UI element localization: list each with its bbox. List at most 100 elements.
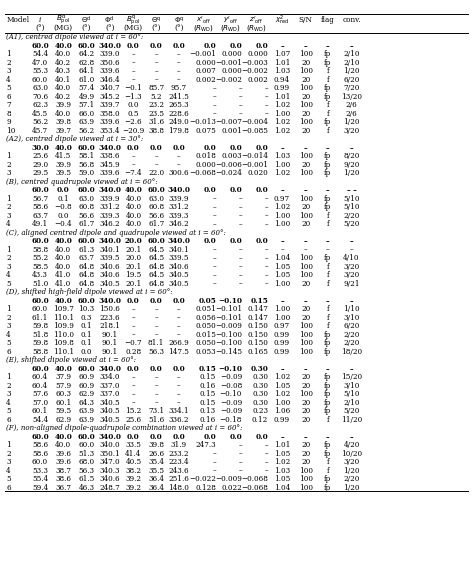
Text: 0.051: 0.051	[195, 305, 216, 313]
Text: 0.050: 0.050	[195, 322, 216, 330]
Text: 41.0: 41.0	[55, 271, 72, 279]
Text: –: –	[177, 76, 181, 84]
Text: f: f	[326, 322, 329, 330]
Text: −0.006: −0.006	[215, 161, 242, 169]
Text: 1.00: 1.00	[274, 280, 290, 288]
Text: 20: 20	[301, 381, 310, 390]
Text: –: –	[132, 59, 135, 67]
Text: 22.0: 22.0	[148, 169, 164, 177]
Text: 0.97: 0.97	[274, 195, 290, 203]
Text: –: –	[304, 432, 308, 441]
Text: 0.15: 0.15	[200, 373, 216, 381]
Text: 5/10: 5/10	[343, 203, 360, 211]
Text: 1.00: 1.00	[274, 398, 290, 407]
Text: 5: 5	[6, 475, 11, 483]
Text: −0.002: −0.002	[215, 76, 242, 84]
Text: 0.15: 0.15	[200, 398, 216, 407]
Text: 1/20: 1/20	[343, 466, 360, 475]
Text: −0.013: −0.013	[189, 118, 216, 126]
Text: –: –	[304, 186, 308, 194]
Text: (A1), centred dipole viewed at i = 60°:: (A1), centred dipole viewed at i = 60°:	[6, 33, 143, 41]
Text: (D), shifted high-field dipole viewed at i = 60°:: (D), shifted high-field dipole viewed at…	[6, 288, 173, 296]
Text: –: –	[264, 212, 268, 220]
Text: 1.04: 1.04	[274, 254, 290, 262]
Text: 340.0: 340.0	[98, 186, 121, 194]
Text: 1.00: 1.00	[274, 110, 290, 118]
Text: 340.0: 340.0	[98, 42, 121, 50]
Text: 340.0: 340.0	[98, 364, 121, 373]
Text: −0.101: −0.101	[215, 305, 242, 313]
Text: (°): (°)	[151, 24, 161, 32]
Text: 4/10: 4/10	[343, 254, 360, 262]
Text: 15.2: 15.2	[125, 407, 142, 415]
Text: 57.1: 57.1	[78, 101, 95, 109]
Text: 0.30: 0.30	[250, 364, 268, 373]
Text: 5: 5	[6, 339, 11, 347]
Text: 337.0: 337.0	[100, 390, 120, 398]
Text: 100: 100	[299, 101, 313, 109]
Text: 59.8: 59.8	[32, 339, 48, 347]
Text: 339.6: 339.6	[100, 118, 120, 126]
Text: 5: 5	[6, 84, 11, 92]
Text: 0.007: 0.007	[195, 67, 216, 75]
Text: 5: 5	[6, 280, 11, 288]
Text: 0.1: 0.1	[57, 195, 69, 203]
Text: 100: 100	[299, 390, 313, 398]
Text: 233.2: 233.2	[169, 449, 189, 458]
Text: 0.23: 0.23	[252, 407, 268, 415]
Text: (MG): (MG)	[124, 24, 143, 32]
Text: 1.02: 1.02	[274, 390, 290, 398]
Text: −0.100: −0.100	[215, 331, 242, 339]
Text: –: –	[132, 305, 135, 313]
Text: 19.5: 19.5	[125, 271, 142, 279]
Text: 60.9: 60.9	[78, 373, 94, 381]
Text: 39.9: 39.9	[55, 161, 71, 169]
Text: (°): (°)	[105, 24, 115, 32]
Text: 147.5: 147.5	[168, 347, 190, 356]
Text: –: –	[238, 246, 242, 254]
Text: 0.99: 0.99	[274, 415, 290, 424]
Text: –: –	[238, 466, 242, 475]
Text: 339.0: 339.0	[100, 50, 120, 58]
Text: 3: 3	[6, 390, 10, 398]
Text: 340.3: 340.3	[100, 466, 120, 475]
Text: 63.7: 63.7	[32, 212, 48, 220]
Text: 2: 2	[6, 381, 11, 390]
Text: –: –	[155, 67, 158, 75]
Text: 51.3: 51.3	[78, 449, 94, 458]
Text: 340.5: 340.5	[169, 271, 189, 279]
Text: 0.150: 0.150	[247, 339, 268, 347]
Text: 39.9: 39.9	[55, 101, 71, 109]
Text: −20.9: −20.9	[122, 127, 145, 135]
Text: f: f	[326, 458, 329, 466]
Text: 10/20: 10/20	[341, 449, 362, 458]
Text: fp: fp	[324, 118, 331, 126]
Text: –: –	[350, 364, 353, 373]
Text: –: –	[177, 59, 181, 67]
Text: 0.12: 0.12	[252, 415, 268, 424]
Text: 56.2: 56.2	[78, 127, 94, 135]
Text: fp: fp	[324, 331, 331, 339]
Text: 13/20: 13/20	[341, 93, 362, 101]
Text: –: –	[212, 246, 216, 254]
Text: –: –	[132, 373, 135, 381]
Text: 20: 20	[301, 449, 310, 458]
Text: –: –	[155, 390, 158, 398]
Text: 1.05: 1.05	[274, 271, 290, 279]
Text: −0.068: −0.068	[241, 475, 268, 483]
Text: 0.075: 0.075	[195, 127, 216, 135]
Text: 64.8: 64.8	[78, 280, 94, 288]
Text: –: –	[132, 322, 135, 330]
Text: 45.7: 45.7	[32, 127, 48, 135]
Text: 60.0: 60.0	[31, 42, 49, 50]
Text: 54.4: 54.4	[32, 50, 48, 58]
Text: 3: 3	[6, 169, 10, 177]
Text: fp: fp	[324, 407, 331, 415]
Text: −0.7: −0.7	[125, 339, 142, 347]
Text: –: –	[212, 203, 216, 211]
Text: 1.02: 1.02	[274, 169, 290, 177]
Text: f: f	[326, 305, 329, 313]
Text: fp: fp	[324, 93, 331, 101]
Text: 0.16: 0.16	[200, 381, 216, 390]
Text: −0.100: −0.100	[215, 339, 242, 347]
